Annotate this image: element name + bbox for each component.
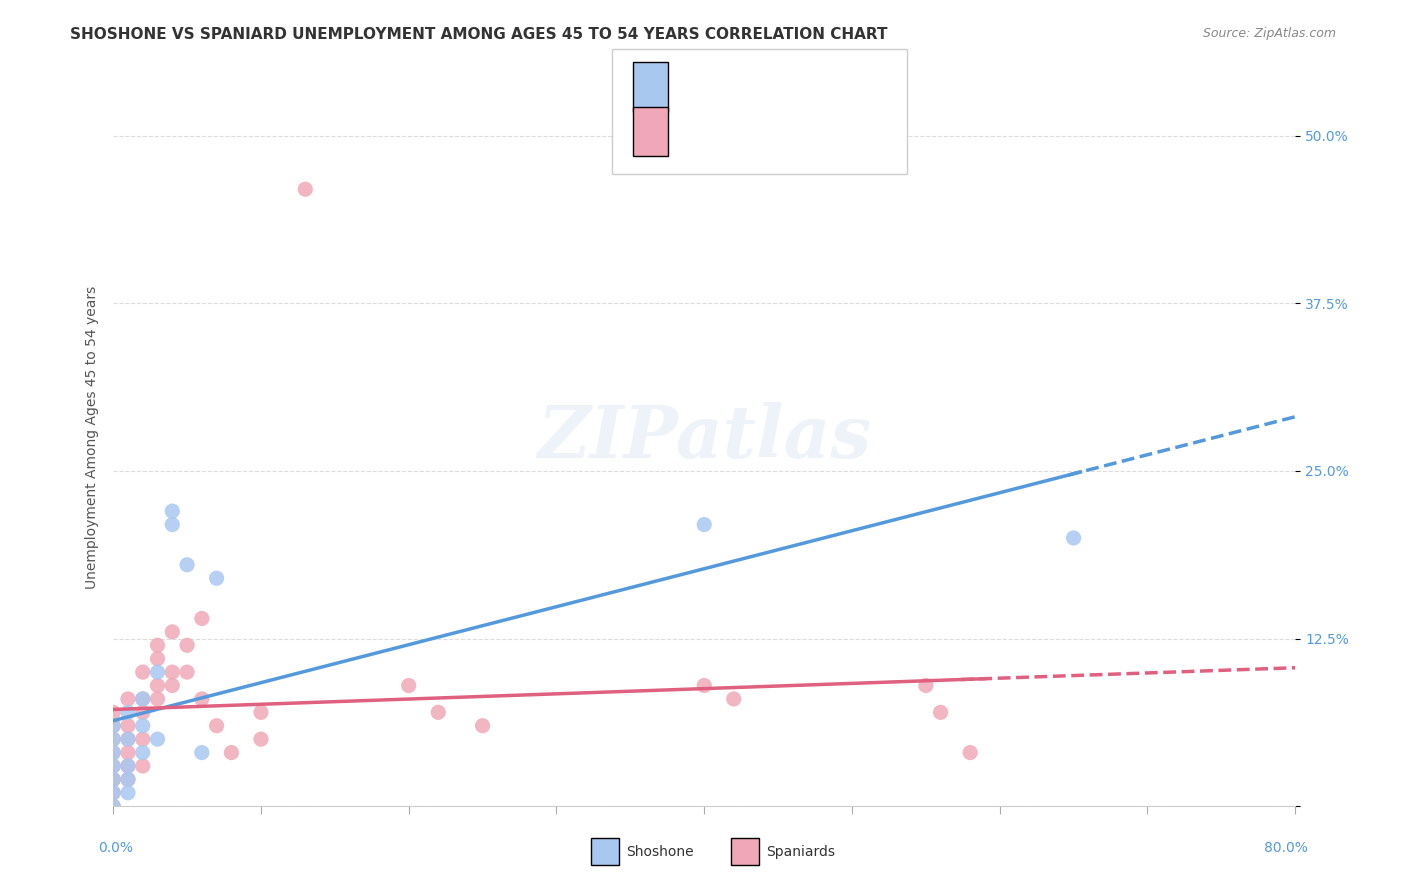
Point (1063, 531, 1085, 545)
Point (103, 719, 125, 733)
Text: SHOSHONE VS SPANIARD UNEMPLOYMENT AMONG AGES 45 TO 54 YEARS CORRELATION CHART: SHOSHONE VS SPANIARD UNEMPLOYMENT AMONG … (70, 27, 887, 42)
Text: Source: ZipAtlas.com: Source: ZipAtlas.com (1202, 27, 1336, 40)
Point (250, 706, 273, 720)
Point (191, 611, 214, 625)
Point (205, 571, 228, 585)
Y-axis label: Unemployment Among Ages 45 to 54 years: Unemployment Among Ages 45 to 54 years (86, 285, 100, 589)
Point (132, 746, 155, 760)
Point (103, 746, 125, 760)
Point (132, 706, 155, 720)
Point (103, 799, 125, 814)
Point (117, 692, 139, 706)
Point (103, 706, 125, 720)
Point (191, 692, 214, 706)
Point (693, 679, 716, 693)
Point (117, 759, 139, 773)
Point (427, 706, 450, 720)
Point (132, 692, 155, 706)
Point (146, 665, 169, 679)
Point (398, 679, 420, 693)
Point (103, 746, 125, 760)
Text: R =  0.175    N = 45: R = 0.175 N = 45 (682, 125, 849, 143)
Point (162, 665, 184, 679)
Point (959, 746, 981, 760)
Point (117, 772, 139, 787)
Point (132, 759, 155, 773)
Point (132, 665, 155, 679)
Point (162, 504, 184, 518)
Text: 0.0%: 0.0% (98, 841, 134, 855)
Point (176, 665, 198, 679)
Point (146, 651, 169, 665)
Point (117, 719, 139, 733)
Point (103, 772, 125, 787)
Point (117, 786, 139, 800)
Point (471, 719, 494, 733)
Point (191, 746, 214, 760)
Point (103, 799, 125, 814)
Text: 80.0%: 80.0% (1264, 841, 1308, 855)
Text: R = 0.468    N = 24: R = 0.468 N = 24 (682, 76, 844, 94)
Point (929, 706, 952, 720)
Point (162, 679, 184, 693)
Point (103, 786, 125, 800)
Point (176, 638, 198, 652)
Point (117, 706, 139, 720)
Point (294, 182, 316, 196)
Point (205, 719, 228, 733)
Point (723, 692, 745, 706)
Point (132, 732, 155, 747)
Text: ZIPatlas: ZIPatlas (537, 402, 872, 473)
Point (250, 732, 273, 747)
Point (103, 772, 125, 787)
Point (117, 772, 139, 787)
Point (162, 517, 184, 532)
Point (117, 732, 139, 747)
Point (117, 759, 139, 773)
Point (103, 719, 125, 733)
Point (146, 679, 169, 693)
Point (103, 759, 125, 773)
Point (146, 692, 169, 706)
Point (693, 517, 716, 532)
Point (103, 786, 125, 800)
Point (146, 732, 169, 747)
Point (162, 624, 184, 639)
Point (221, 746, 243, 760)
Point (914, 679, 936, 693)
Point (176, 558, 198, 572)
Point (117, 746, 139, 760)
Point (117, 732, 139, 747)
Text: Spaniards: Spaniards (766, 845, 835, 859)
Point (103, 759, 125, 773)
Point (132, 719, 155, 733)
Text: Shoshone: Shoshone (626, 845, 693, 859)
Point (103, 772, 125, 787)
Point (103, 732, 125, 747)
Point (103, 732, 125, 747)
Point (132, 692, 155, 706)
Point (146, 638, 169, 652)
